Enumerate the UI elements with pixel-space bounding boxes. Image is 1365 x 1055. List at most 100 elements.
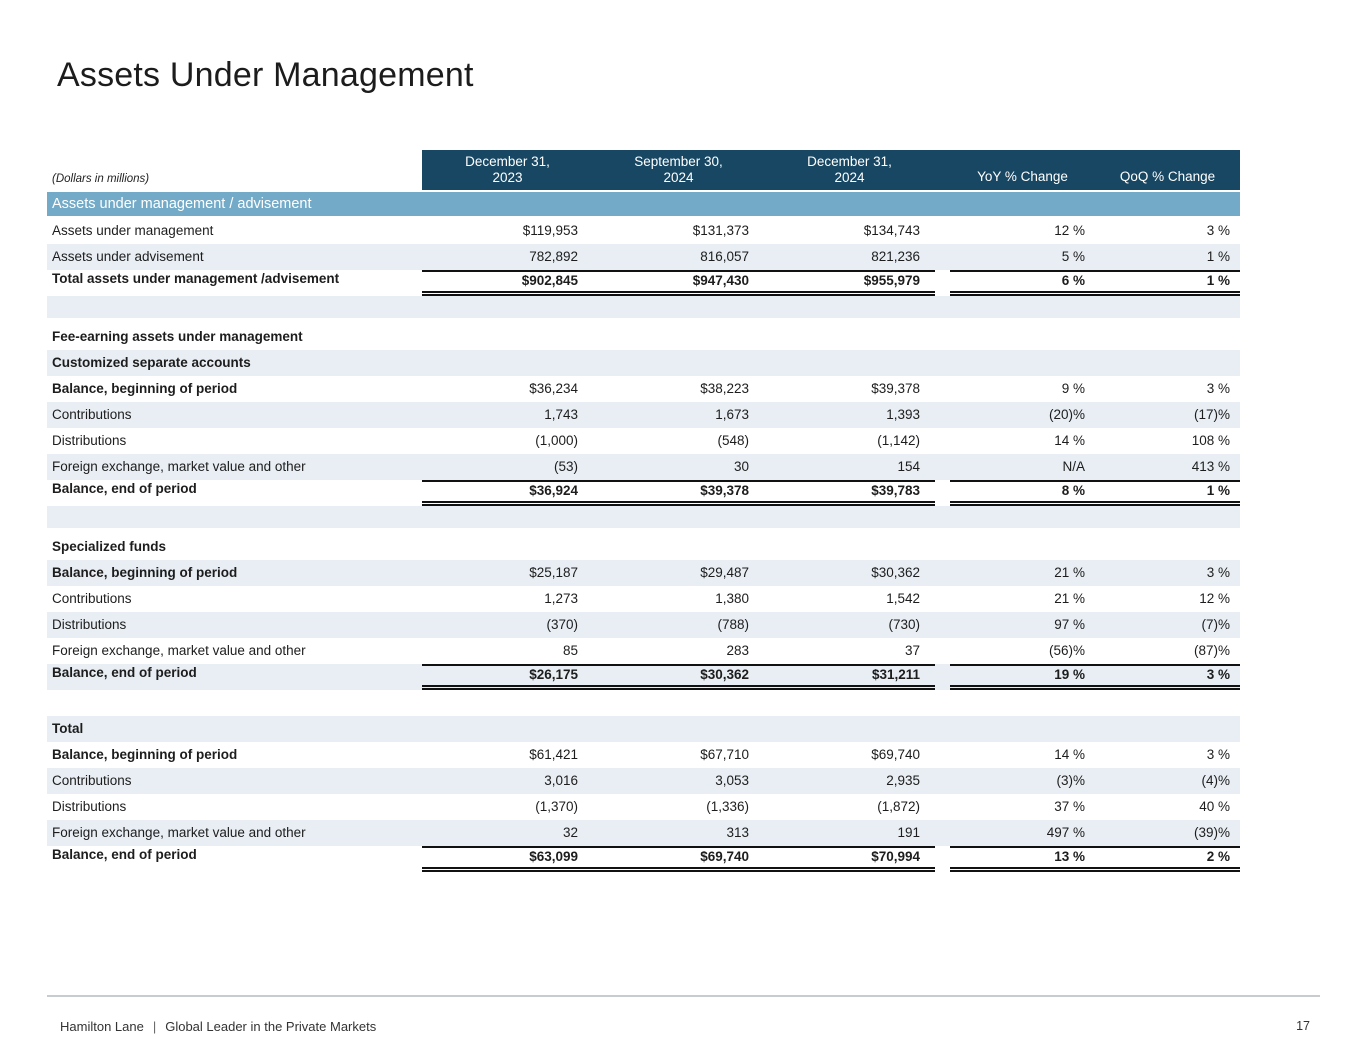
cell-sep-30-2024: $29,487 <box>700 565 749 580</box>
column-header-dec-31-2024: December 31, 2024 <box>764 150 935 190</box>
column-gap <box>935 586 950 612</box>
value-group-percent <box>950 350 1240 376</box>
cell-dec-31-2024 <box>764 350 935 376</box>
row-label: Balance, end of period <box>52 847 197 862</box>
table-body: Assets under management $119,953 $131,37… <box>47 218 1240 872</box>
value-group-percent: 12 % 3 % <box>950 218 1240 244</box>
cell-sep-30-2024 <box>593 350 764 376</box>
cell-sep-30-2024: 3,053 <box>715 773 749 788</box>
page-title: Assets Under Management <box>57 56 474 94</box>
cell-dec-31-2024: $30,362 <box>871 565 920 580</box>
cell-yoy-change: 9 % <box>1061 381 1085 396</box>
cell-yoy-change: 14 % <box>1054 747 1085 762</box>
cell-dec-31-2023: $902,845 <box>521 273 578 288</box>
cell-yoy-change: 19 % <box>1054 667 1085 682</box>
column-header-dec-31-2023: December 31, 2023 <box>422 150 593 190</box>
cell-yoy-change: 12 % <box>1054 223 1085 238</box>
value-group-dollars: 32 313 191 <box>422 820 935 846</box>
header-bar: December 31, 2023 September 30, 2024 Dec… <box>422 150 1240 190</box>
value-group-percent <box>950 716 1240 742</box>
value-group-dollars: $119,953 $131,373 $134,743 <box>422 218 935 244</box>
footer-divider <box>47 995 1320 997</box>
cell-dec-31-2023 <box>422 324 593 350</box>
cell-dec-31-2023: (53) <box>553 459 578 474</box>
cell-dec-31-2024: (1,872) <box>877 799 920 814</box>
value-group-dollars: (53) 30 154 <box>422 454 935 480</box>
row-label: Balance, beginning of period <box>52 565 238 580</box>
footer-tagline: Global Leader in the Private Markets <box>165 1019 377 1034</box>
column-gap <box>935 742 950 768</box>
cell-dec-31-2024 <box>764 716 935 742</box>
footer-brand: Hamilton Lane <box>60 1019 144 1034</box>
cell-dec-31-2023: 3,016 <box>544 773 578 788</box>
cell-sep-30-2024: 1,380 <box>715 591 749 606</box>
cell-yoy-change: 37 % <box>1054 799 1085 814</box>
table-section-heading-row: Specialized funds <box>47 534 1240 560</box>
value-group-dollars: 3,016 3,053 2,935 <box>422 768 935 794</box>
cell-dec-31-2024: $70,994 <box>871 849 920 864</box>
cell-sep-30-2024: 313 <box>726 825 749 840</box>
cell-dec-31-2023: 1,743 <box>544 407 578 422</box>
cell-dec-31-2023: $119,953 <box>522 223 578 238</box>
row-label: Foreign exchange, market value and other <box>52 643 306 658</box>
cell-yoy-change: 6 % <box>1061 273 1085 288</box>
value-group-percent: 497 % (39)% <box>950 820 1240 846</box>
cell-dec-31-2023: (1,370) <box>535 799 578 814</box>
cell-sep-30-2024: $67,710 <box>700 747 749 762</box>
header-line-1: September 30, <box>634 154 723 169</box>
value-group-percent: 19 % 3 % <box>950 664 1240 690</box>
column-gap <box>935 768 950 794</box>
row-label: Assets under management <box>52 223 214 238</box>
cell-dec-31-2024: 1,542 <box>886 591 920 606</box>
cell-qoq-change <box>1095 716 1240 742</box>
column-gap <box>935 480 950 506</box>
value-group-dollars: $63,099 $69,740 $70,994 <box>422 846 935 872</box>
cell-yoy-change <box>950 534 1095 560</box>
column-gap <box>935 402 950 428</box>
cell-dec-31-2023: $25,187 <box>529 565 578 580</box>
value-group-percent: N/A 413 % <box>950 454 1240 480</box>
header-line-1: YoY % Change <box>977 169 1068 184</box>
cell-dec-31-2023: 85 <box>562 643 578 658</box>
cell-qoq-change: 1 % <box>1206 249 1230 264</box>
column-gap <box>935 218 950 244</box>
value-group-percent: 5 % 1 % <box>950 244 1240 270</box>
table-row: Balance, end of period $36,924 $39,378 $… <box>47 480 1240 506</box>
cell-qoq-change: (7)% <box>1201 617 1230 632</box>
cell-qoq-change: 3 % <box>1206 223 1230 238</box>
table-row: Balance, beginning of period $61,421 $67… <box>47 742 1240 768</box>
cell-dec-31-2024: 1,393 <box>886 407 920 422</box>
cell-sep-30-2024: 816,057 <box>700 249 749 264</box>
cell-sep-30-2024 <box>593 324 764 350</box>
table-row: Balance, end of period $63,099 $69,740 $… <box>47 846 1240 872</box>
value-group-dollars: $25,187 $29,487 $30,362 <box>422 560 935 586</box>
table-row: Distributions (1,000) (548) (1,142) 14 %… <box>47 428 1240 454</box>
cell-qoq-change: 3 % <box>1206 565 1230 580</box>
cell-yoy-change <box>950 324 1095 350</box>
cell-dec-31-2024: $134,743 <box>863 223 920 238</box>
cell-dec-31-2023: $61,421 <box>529 747 578 762</box>
table-row: Foreign exchange, market value and other… <box>47 454 1240 480</box>
row-label: Total <box>52 721 84 736</box>
column-gap <box>935 612 950 638</box>
table-row: Total assets under management /advisemen… <box>47 270 1240 296</box>
cell-yoy-change: (56)% <box>1048 643 1085 658</box>
table-row: Distributions (1,370) (1,336) (1,872) 37… <box>47 794 1240 820</box>
table-row: Distributions (370) (788) (730) 97 % (7)… <box>47 612 1240 638</box>
cell-qoq-change <box>1095 350 1240 376</box>
row-label: Assets under advisement <box>52 249 204 264</box>
cell-dec-31-2024: $39,378 <box>871 381 920 396</box>
value-group-percent: 14 % 108 % <box>950 428 1240 454</box>
value-group-percent: 8 % 1 % <box>950 480 1240 506</box>
column-gap <box>935 324 950 350</box>
value-group-percent: (56)% (87)% <box>950 638 1240 664</box>
row-label: Contributions <box>52 407 132 422</box>
value-group-dollars: 85 283 37 <box>422 638 935 664</box>
column-gap <box>935 350 950 376</box>
row-label: Contributions <box>52 591 132 606</box>
cell-yoy-change <box>950 716 1095 742</box>
cell-dec-31-2024: 821,236 <box>871 249 920 264</box>
cell-sep-30-2024: $39,378 <box>700 483 749 498</box>
column-gap <box>935 244 950 270</box>
cell-yoy-change: 497 % <box>1046 825 1085 840</box>
